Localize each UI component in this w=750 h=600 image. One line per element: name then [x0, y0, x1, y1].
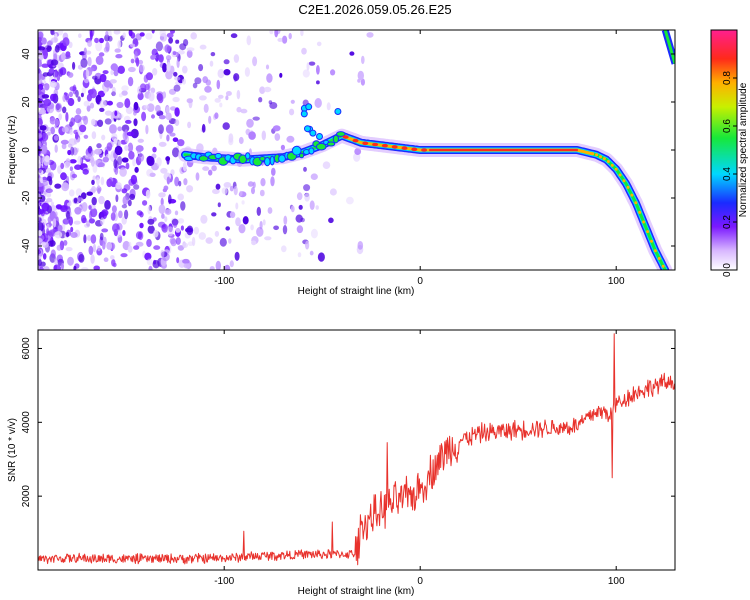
colorbar-tick-label: 0.0: [722, 263, 733, 277]
colorbar: 0.0 0.2 0.4 0.6 0.8 Normalized spectral ampl…: [710, 29, 749, 277]
y-tick-label: 6000: [21, 337, 32, 360]
ridge-blobs: [183, 103, 665, 268]
snr-y-axis-label: SNR (10 * v/v): [7, 418, 18, 482]
upper-branch-inner: [663, 30, 675, 65]
x-tick-label: 0: [417, 576, 423, 587]
colorbar-tick-label: 0.2: [722, 215, 733, 229]
snr-series-line: [38, 333, 675, 566]
colorbar-label: Normalized spectral amplitude: [738, 82, 749, 217]
figure-title: C2E1.2026.059.05.26.E25: [298, 2, 452, 17]
x-tick-label: 100: [608, 576, 625, 587]
colorbar-tick-label: 0.8: [722, 71, 733, 85]
y-tick-label: 20: [21, 96, 32, 108]
snr-x-axis-label: Height of straight line (km): [298, 586, 415, 597]
spectrogram-y-axis-label: Frequency (Hz): [7, 116, 18, 185]
y-tick-label: 4000: [21, 411, 32, 434]
snr-plot-area: [38, 333, 675, 566]
y-tick-label: 0: [21, 147, 32, 153]
snr-frame: [37, 329, 676, 571]
spectrogram-panel: -100 0 100 -40 -20 0 20 40 Height of straight l…: [7, 29, 676, 297]
y-tick-label: 40: [21, 48, 32, 60]
noise-speckles: [38, 30, 374, 270]
spectrogram-plot-area: [38, 30, 675, 270]
colorbar-gradient: [710, 29, 738, 271]
y-tick-label: 2000: [21, 485, 32, 508]
spectrogram-x-axis-label: Height of straight line (km): [298, 286, 415, 297]
snr-panel: -100 0 100 2000 4000 6000 Height of straight …: [7, 329, 676, 597]
x-tick-label: -100: [214, 276, 234, 287]
colorbar-tick-label: 0.4: [722, 167, 733, 181]
y-tick-label: -40: [21, 238, 32, 253]
colorbar-tick-label: 0.6: [722, 119, 733, 133]
y-tick-label: -20: [21, 190, 32, 205]
x-tick-label: -100: [214, 576, 234, 587]
x-tick-label: 0: [417, 276, 423, 287]
x-tick-label: 100: [608, 276, 625, 287]
